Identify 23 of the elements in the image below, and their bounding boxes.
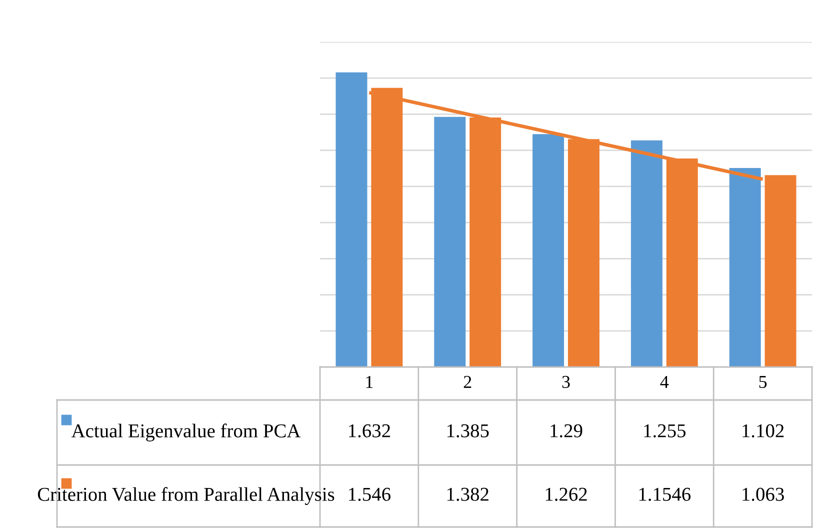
legend-label: Actual Eigenvalue from PCA bbox=[71, 424, 301, 442]
data-label: 1.1546 bbox=[639, 488, 691, 501]
bar bbox=[532, 134, 564, 367]
bar bbox=[434, 116, 466, 367]
x-tick-label: 2 bbox=[464, 376, 472, 388]
data-label: 1.546 bbox=[349, 488, 390, 501]
data-label: 1.385 bbox=[447, 424, 489, 438]
bar bbox=[729, 168, 761, 367]
data-label: 1.632 bbox=[349, 424, 390, 438]
x-tick-label: 5 bbox=[759, 376, 767, 388]
x-tick-label: 1 bbox=[366, 376, 373, 388]
data-label: 1.102 bbox=[742, 424, 784, 438]
data-label: 1.063 bbox=[742, 488, 784, 501]
data-label: 1.255 bbox=[644, 424, 686, 438]
legend-label: Criterion Value from Parallel Analysis bbox=[38, 487, 334, 505]
bar bbox=[630, 140, 662, 367]
bar bbox=[336, 72, 368, 367]
x-tick-label: 4 bbox=[660, 376, 669, 388]
x-tick-label: 3 bbox=[562, 376, 570, 388]
data-label: 1.29 bbox=[550, 424, 582, 438]
bar bbox=[764, 175, 796, 367]
data-label: 1.382 bbox=[447, 488, 488, 501]
data-label: 1.262 bbox=[546, 488, 587, 501]
